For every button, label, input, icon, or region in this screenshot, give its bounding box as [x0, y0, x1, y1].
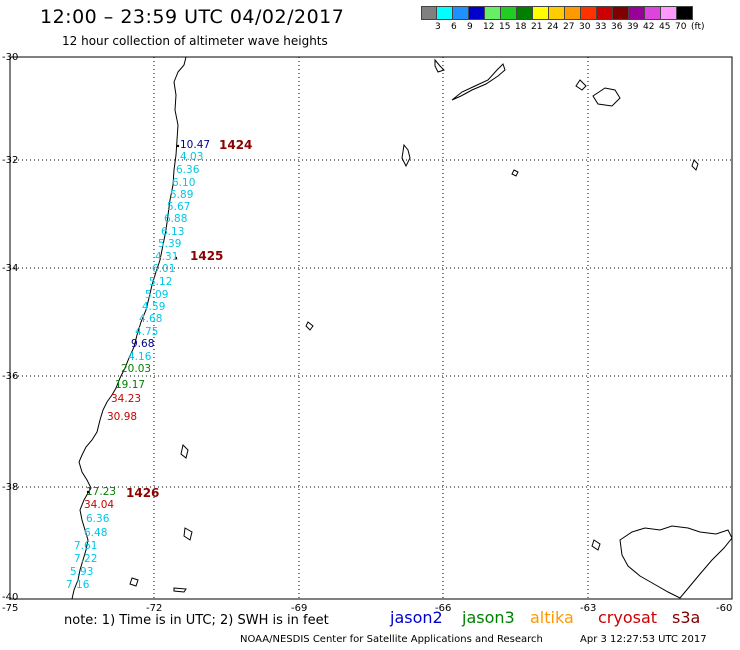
colorbar-label: 12 — [483, 22, 495, 32]
colorbar-swatch — [581, 6, 597, 20]
map-subtitle: 12 hour collection of altimeter wave hei… — [62, 34, 328, 48]
colorbar-label: 30 — [579, 22, 591, 32]
colorbar-label: 36 — [611, 22, 623, 32]
colorbar-swatch — [469, 6, 485, 20]
wave-height-label: 5.09 — [145, 289, 169, 301]
wave-height-label: 5.39 — [158, 238, 182, 250]
wave-height-label: 34.04 — [84, 499, 115, 511]
legend-altika: altika — [530, 608, 574, 627]
wave-height-label: 5.12 — [149, 276, 173, 288]
colorbar-swatch — [501, 6, 517, 20]
wave-height-label: 7.16 — [66, 579, 90, 591]
wave-height-label: 4.59 — [142, 301, 166, 313]
wave-height-label: 6.36 — [176, 164, 200, 176]
legend-cryosat: cryosat — [598, 608, 658, 627]
colorbar-swatch — [661, 6, 677, 20]
lat-tick: -34 — [2, 263, 19, 274]
lat-tick: -32 — [2, 155, 19, 166]
wave-height-label: 6.10 — [172, 177, 196, 189]
wave-height-label: 6.36 — [86, 513, 110, 525]
colorbar-swatch — [453, 6, 469, 20]
coastline-chile — [71, 56, 187, 600]
colorbar-swatch — [677, 6, 693, 20]
colorbar-label: 15 — [499, 22, 511, 32]
colorbar-label: 9 — [467, 22, 473, 32]
colorbar-swatch — [533, 6, 549, 20]
wave-height-label: 30.98 — [107, 411, 138, 423]
footer-org: NOAA/NESDIS Center for Satellite Applica… — [240, 634, 543, 645]
colorbar-swatch — [613, 6, 629, 20]
colorbar-label: 27 — [563, 22, 575, 32]
wave-height-label: 6.88 — [164, 213, 188, 225]
lon-tick: -60 — [716, 603, 733, 614]
lat-tick: -30 — [2, 52, 19, 63]
colorbar-swatch — [517, 6, 533, 20]
wave-height-label: 19.17 — [115, 379, 146, 391]
colorbar-label: 6 — [451, 22, 457, 32]
wave-height-label: 17.23 — [86, 486, 117, 498]
wave-height-label: 4.75 — [135, 326, 159, 338]
wave-height-label: 6.13 — [161, 226, 185, 238]
colorbar-swatch — [485, 6, 501, 20]
legend-jason3: jason3 — [462, 608, 515, 627]
lon-tick: -66 — [435, 603, 452, 614]
wave-height-label: 7.61 — [74, 540, 98, 552]
colorbar-label: 39 — [627, 22, 639, 32]
legend-s3a: s3a — [672, 608, 701, 627]
wave-height-label: 10.47 — [180, 139, 211, 151]
colorbar-labels: 3 6 9 12 15 18 21 24 27 30 33 36 39 42 45 70 (ft) — [421, 22, 740, 34]
colorbar — [421, 6, 693, 20]
islands — [129, 58, 733, 599]
pass-label: 1424 — [219, 138, 253, 152]
colorbar-label: 24 — [547, 22, 559, 32]
wave-height-label: 4.31 — [155, 251, 179, 263]
colorbar-label: (ft) — [691, 22, 705, 32]
wave-height-label: 9.68 — [131, 338, 155, 350]
wave-height-label: 4.03 — [180, 151, 204, 163]
colorbar-swatch — [421, 6, 437, 20]
colorbar-label: 45 — [659, 22, 671, 32]
wave-height-label: 34.23 — [111, 393, 142, 405]
wave-height-label: 6.48 — [84, 527, 108, 539]
ground-track — [86, 144, 180, 494]
lon-tick: -75 — [2, 603, 19, 614]
colorbar-label: 42 — [643, 22, 655, 32]
wave-height-label: 4.68 — [139, 313, 163, 325]
map-title: 12:00 – 23:59 UTC 04/02/2017 — [40, 6, 345, 28]
wave-height-label: 4.16 — [128, 351, 152, 363]
footer-timestamp: Apr 3 12:27:53 UTC 2017 — [580, 634, 707, 645]
colorbar-label: 18 — [515, 22, 527, 32]
wave-height-label: 5.89 — [170, 189, 194, 201]
colorbar-label: 3 — [435, 22, 441, 32]
colorbar-swatch — [437, 6, 453, 20]
wave-height-label: 6.01 — [152, 263, 176, 275]
lat-tick: -40 — [2, 592, 19, 603]
wave-height-label: 5.93 — [70, 566, 94, 578]
colorbar-label: 33 — [595, 22, 607, 32]
colorbar-label: 21 — [531, 22, 543, 32]
lat-tick: -36 — [2, 371, 19, 382]
graticule — [10, 57, 732, 599]
colorbar-swatch — [645, 6, 661, 20]
wave-height-label: 20.03 — [121, 363, 152, 375]
colorbar-swatch — [629, 6, 645, 20]
wave-height-label: 5.67 — [167, 201, 191, 213]
map-frame — [9, 56, 733, 600]
pass-label: 1426 — [126, 486, 160, 500]
lon-tick: -69 — [291, 603, 308, 614]
pass-label: 1425 — [190, 249, 224, 263]
lon-tick: -63 — [580, 603, 597, 614]
colorbar-swatch — [597, 6, 613, 20]
footnote: note: 1) Time is in UTC; 2) SWH is in fe… — [64, 613, 329, 628]
wave-height-label: 7.22 — [74, 553, 98, 565]
colorbar-swatch — [565, 6, 581, 20]
colorbar-label: 70 — [675, 22, 687, 32]
lon-tick: -72 — [146, 603, 163, 614]
colorbar-swatch — [549, 6, 565, 20]
lat-tick: -38 — [2, 482, 19, 493]
legend-jason2: jason2 — [390, 608, 443, 627]
